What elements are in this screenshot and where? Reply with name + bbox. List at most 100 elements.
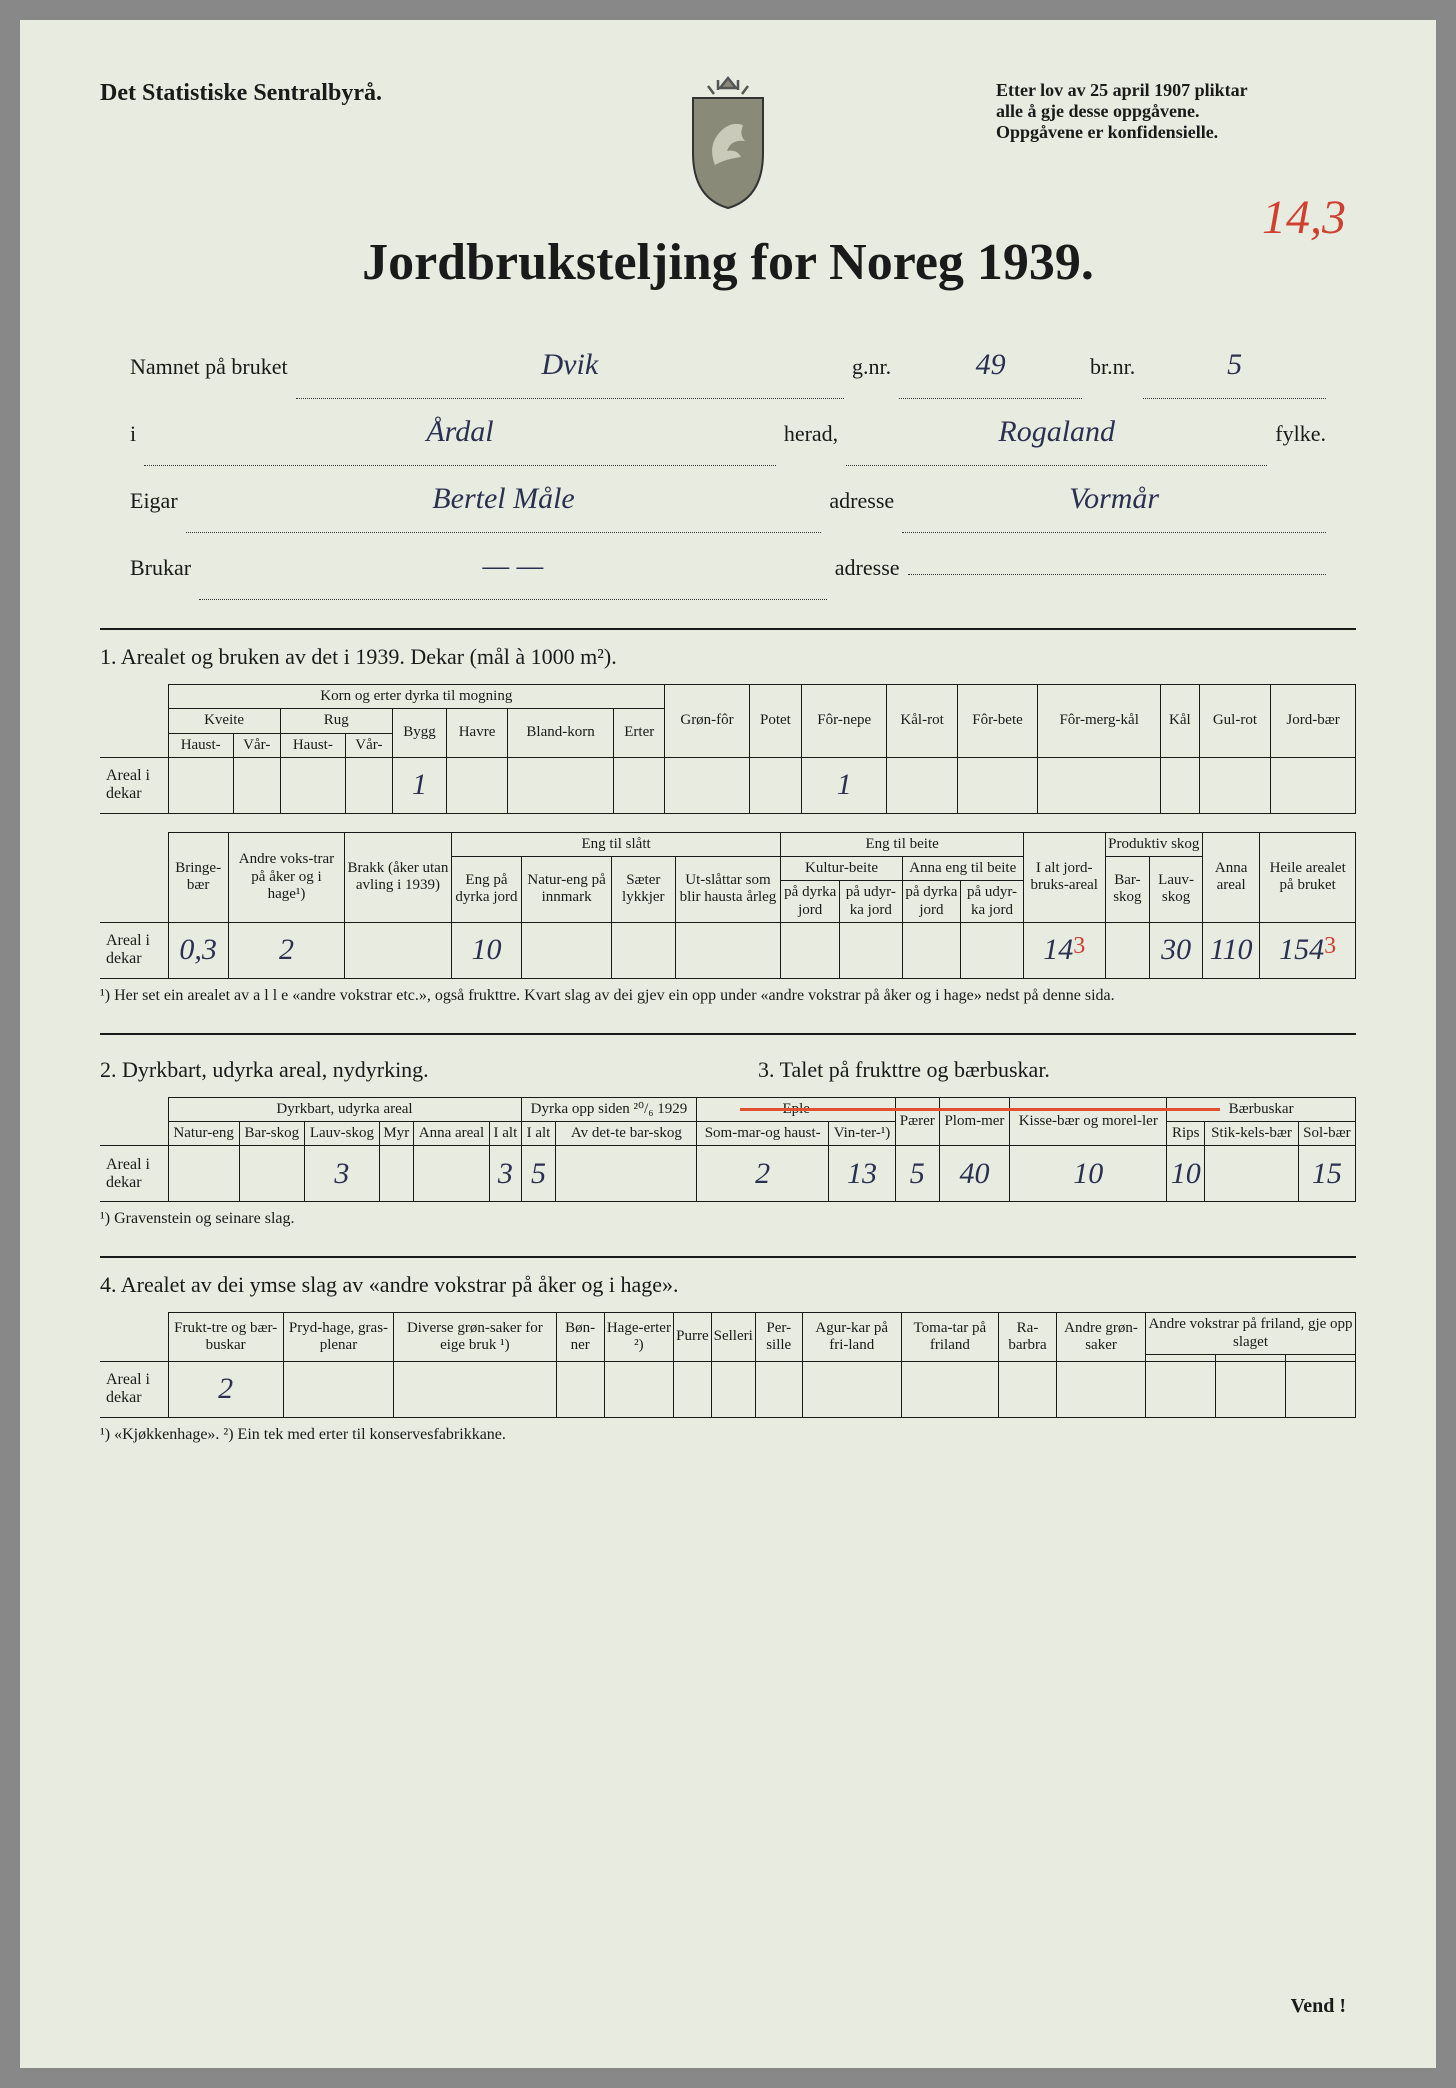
label-i: i — [130, 410, 136, 458]
h-natureng2: Natur-eng — [168, 1122, 239, 1146]
h-kb-u: på udyr-ka jord — [840, 881, 903, 923]
h-bringe: Bringe-bær — [168, 832, 228, 922]
sec3-title: 3. Talet på frukttre og bærbuskar. — [758, 1057, 1356, 1083]
h-dyrkbart: Dyrkbart, udyrka areal — [168, 1097, 521, 1121]
h-gulrot: Gul-rot — [1199, 685, 1270, 758]
h-saeter: Sæter lykkjer — [612, 857, 676, 923]
table-4: Frukt-tre og bær-buskar Pryd-hage, gras-… — [100, 1312, 1356, 1418]
val-gnr: 49 — [899, 332, 1082, 399]
h-brakk: Brakk (åker utan avling i 1939) — [345, 832, 452, 922]
h-annaeng: Anna eng til beite — [902, 857, 1023, 881]
val-fylke: Rogaland — [846, 399, 1267, 466]
v-engdyrka: 10 — [451, 922, 521, 978]
legal-l1: Etter lov av 25 april 1907 pliktar — [996, 80, 1356, 101]
note-1: ¹) Her set ein arealet av a l l e «andre… — [100, 987, 1356, 1005]
h-potet: Potet — [749, 685, 801, 758]
h-ialt2: I alt — [490, 1122, 521, 1146]
h-plommer: Plom-mer — [939, 1097, 1010, 1146]
note-23: ¹) Gravenstein og seinare slag. — [100, 1210, 1356, 1228]
turn-over: Vend ! — [1291, 1995, 1346, 2018]
legal-l3: Oppgåvene er konfidensielle. — [996, 122, 1356, 143]
h-formergkal: Fôr-merg-kål — [1038, 685, 1161, 758]
h-sommar: Som-mar-og haust- — [697, 1122, 829, 1146]
h4-hageerter: Hage-erter ²) — [604, 1313, 673, 1362]
v3-solbar: 15 — [1298, 1146, 1355, 1202]
table-1b: Bringe-bær Andre voks-trar på åker og i … — [100, 832, 1356, 979]
note-4: ¹) «Kjøkkenhage». ²) Ein tek med erter t… — [100, 1426, 1356, 1444]
rowlabel-23: Areal i dekar — [100, 1146, 168, 1202]
h-forbete: Fôr-bete — [957, 685, 1038, 758]
sec1-title: 1. Arealet og bruken av det i 1939. Deka… — [100, 644, 1356, 670]
v2-ialt: 3 — [490, 1146, 521, 1202]
sec4-title: 4. Arealet av dei ymse slag av «andre vo… — [100, 1272, 1356, 1298]
form-title: Jordbruksteljing for Noreg 1939. — [100, 233, 1356, 292]
v3-sommar: 2 — [697, 1146, 829, 1202]
legal-l2: alle å gje desse oppgåvene. — [996, 101, 1356, 122]
val-brnr: 5 — [1143, 332, 1326, 399]
v-lauv: 30 — [1150, 922, 1203, 978]
h-blandkorn: Bland-korn — [507, 709, 614, 758]
label-herad: herad, — [784, 410, 838, 458]
h4-selleri: Selleri — [711, 1313, 755, 1362]
h4-agurkar: Agur-kar på fri-land — [802, 1313, 901, 1362]
h-utslatt: Ut-slåttar som blir hausta årleg — [675, 857, 781, 923]
h-rug-v: Vår- — [346, 733, 393, 757]
v-bygg: 1 — [392, 757, 447, 813]
v-heile: 154 — [1279, 933, 1324, 966]
rowlabel-1a: Areal i dekar — [100, 757, 168, 813]
label-gnr: g.nr. — [852, 343, 891, 391]
agency-name: Det Statistiske Sentralbyrå. — [100, 80, 382, 107]
v-anna: 110 — [1202, 922, 1259, 978]
val-eigar: Bertel Måle — [186, 466, 822, 533]
label-adresse1: adresse — [829, 477, 894, 525]
h-prodskog: Produktiv skog — [1105, 832, 1202, 856]
h-rug-h: Haust- — [280, 733, 345, 757]
label-adresse2: adresse — [835, 544, 900, 592]
h-korn: Korn og erter dyrka til mogning — [168, 685, 665, 709]
h-kveite: Kveite — [168, 709, 280, 733]
v-andrevok: 2 — [228, 922, 344, 978]
v-bringe: 0,3 — [168, 922, 228, 978]
v2-lauv: 3 — [304, 1146, 379, 1202]
v3-vinter: 13 — [828, 1146, 895, 1202]
h-paerer: Pærer — [896, 1097, 940, 1146]
h-ae-u: på udyr-ka jord — [961, 881, 1024, 923]
census-form-page: Det Statistiske Sentralbyrå. Etter lov a… — [20, 20, 1436, 2068]
h-ae-d: på dyrka jord — [902, 881, 961, 923]
v-fornepe: 1 — [801, 757, 887, 813]
h4-pryd: Pryd-hage, gras-plenar — [283, 1313, 393, 1362]
h-dyrkaopp: Dyrka opp siden ²⁰/₆ 1929 — [521, 1097, 697, 1121]
h-solbar: Sol-bær — [1298, 1122, 1355, 1146]
label-namnet: Namnet på bruket — [130, 343, 288, 391]
label-brukar: Brukar — [130, 544, 191, 592]
annotation-red-top: 14,3 — [1262, 190, 1346, 245]
h4-tomatar: Toma-tar på friland — [901, 1313, 998, 1362]
v-heile-red: 3 — [1324, 933, 1336, 959]
h-barskog: Bar-skog — [1105, 857, 1150, 923]
h4-rabarbra: Ra-barbra — [998, 1313, 1056, 1362]
v2-ialt2: 5 — [521, 1146, 556, 1202]
h-stikkels: Stik-kels-bær — [1205, 1122, 1298, 1146]
h-engdyrka: Eng på dyrka jord — [451, 857, 521, 923]
h-natureng: Natur-eng på innmark — [522, 857, 612, 923]
h-havre: Havre — [447, 709, 508, 758]
h-rips: Rips — [1167, 1122, 1205, 1146]
table-1a: Korn og erter dyrka til mogning Grøn-fôr… — [100, 684, 1356, 814]
val-namnet: Dvik — [296, 332, 844, 399]
rowlabel-1b: Areal i dekar — [100, 922, 168, 978]
h4-purre: Purre — [674, 1313, 712, 1362]
h-bygg: Bygg — [392, 709, 447, 758]
h-vinter: Vin-ter-¹) — [828, 1122, 895, 1146]
h-ialt3: I alt — [521, 1122, 556, 1146]
h-kv-v: Vår- — [233, 733, 280, 757]
v3-kisse: 10 — [1010, 1146, 1167, 1202]
red-underline — [740, 1108, 1220, 1111]
h4-andregron: Andre grøn-saker — [1057, 1313, 1146, 1362]
h-rug: Rug — [280, 709, 392, 733]
h-avdette: Av det-te bar-skog — [556, 1122, 697, 1146]
h-lauvskog2: Lauv-skog — [304, 1122, 379, 1146]
v-ialt: 14 — [1043, 933, 1073, 966]
h-gronfor: Grøn-fôr — [665, 685, 750, 758]
v3-rips: 10 — [1167, 1146, 1205, 1202]
table-23: Dyrkbart, udyrka areal Dyrka opp siden ²… — [100, 1097, 1356, 1203]
